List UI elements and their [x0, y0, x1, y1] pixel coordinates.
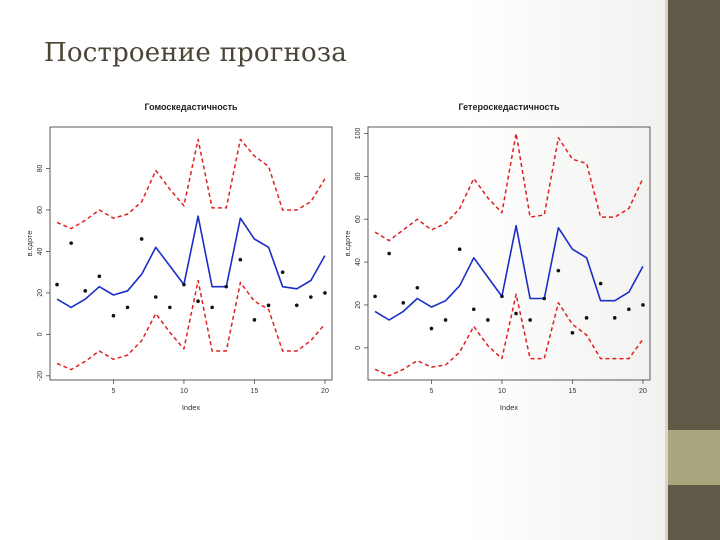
- data-point: [486, 318, 490, 322]
- data-point: [598, 281, 603, 286]
- data-point: [153, 295, 158, 299]
- plot-frame: [49, 126, 333, 381]
- data-point: [528, 318, 532, 322]
- data-point: [373, 294, 377, 299]
- data-point: [415, 286, 420, 290]
- x-axis-label: Index: [182, 403, 201, 412]
- x-axis-label: Index: [500, 403, 519, 412]
- chart-title: Гетероскедастичность: [459, 102, 560, 112]
- x-tick-label: 20: [639, 388, 647, 395]
- slide-title: Построение прогноза: [44, 38, 347, 68]
- series-line-lower: [56, 279, 326, 371]
- chart-title: Гомоскедастичность: [144, 102, 238, 112]
- y-tick-label: 60: [355, 215, 362, 223]
- data-point: [570, 331, 575, 335]
- data-point: [55, 282, 59, 287]
- data-point: [584, 316, 589, 320]
- plot-frame: [367, 126, 651, 381]
- data-point: [69, 241, 73, 245]
- data-point: [612, 316, 617, 320]
- data-point: [252, 318, 257, 322]
- data-point: [139, 237, 144, 241]
- x-tick-label: 20: [321, 388, 329, 395]
- data-point: [210, 305, 214, 310]
- data-point: [111, 313, 116, 318]
- data-point: [429, 326, 434, 331]
- y-tick-label: 80: [355, 172, 362, 180]
- data-point: [387, 251, 391, 256]
- sidebar-edge: [665, 0, 668, 540]
- slide-background: [0, 0, 665, 540]
- y-tick-label: 40: [37, 247, 44, 255]
- x-tick-label: 15: [569, 388, 577, 395]
- data-point: [83, 289, 88, 293]
- x-tick-label: 5: [429, 388, 433, 395]
- y-tick-label: 0: [37, 332, 44, 336]
- series-line-upper: [374, 132, 644, 242]
- chart-homoscedasticity: Гомоскедастичность -20 0 20 40 60 80 5 10 15 20 Ind…: [25, 102, 333, 412]
- data-point: [182, 282, 186, 287]
- x-tick-label: 5: [111, 388, 115, 395]
- data-point: [97, 274, 102, 279]
- y-tick-label: -20: [37, 371, 44, 381]
- sidebar-accent-block: [668, 430, 720, 485]
- data-point: [514, 311, 518, 316]
- y-axis-label: в.сдоте: [343, 231, 352, 257]
- y-axis-label: в.сдоте: [25, 231, 34, 257]
- data-point: [294, 303, 299, 308]
- data-point: [266, 303, 271, 308]
- data-point: [556, 268, 561, 273]
- data-point: [471, 307, 476, 312]
- data-point: [125, 305, 130, 310]
- data-point: [542, 296, 547, 301]
- data-point: [309, 295, 313, 299]
- data-point: [224, 284, 229, 289]
- series-line-lower: [374, 293, 644, 377]
- data-point: [457, 247, 462, 252]
- series-line-forecast: [56, 215, 326, 309]
- data-point: [627, 307, 631, 312]
- x-tick-label: 10: [180, 388, 188, 395]
- data-point: [323, 291, 327, 295]
- data-point: [401, 301, 406, 305]
- data-point: [641, 303, 645, 307]
- data-point: [168, 305, 172, 310]
- data-point: [500, 294, 504, 299]
- y-tick-label: 20: [355, 301, 362, 309]
- y-tick-label: 100: [355, 127, 362, 139]
- y-tick-label: 0: [355, 346, 362, 350]
- chart-heteroscedasticity: Гетероскедастичность 0 20 40 60 80 100 5 10 15 20 I…: [343, 102, 651, 412]
- y-tick-label: 80: [37, 164, 44, 172]
- y-tick-label: 60: [37, 206, 44, 214]
- y-tick-label: 20: [37, 289, 44, 297]
- data-point: [443, 318, 448, 322]
- data-point: [196, 299, 200, 303]
- y-tick-label: 40: [355, 258, 362, 266]
- x-tick-label: 15: [251, 388, 259, 395]
- data-point: [238, 257, 243, 262]
- series-line-forecast: [374, 224, 644, 321]
- x-tick-label: 10: [498, 388, 506, 395]
- data-point: [280, 270, 285, 274]
- series-line-upper: [56, 138, 326, 230]
